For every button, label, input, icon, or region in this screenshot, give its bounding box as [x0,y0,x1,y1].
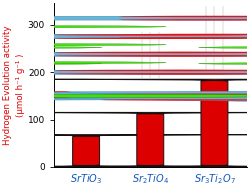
Circle shape [118,19,250,21]
Circle shape [100,99,250,101]
FancyBboxPatch shape [0,16,250,20]
Circle shape [0,17,3,19]
Circle shape [54,73,246,75]
FancyBboxPatch shape [25,95,250,102]
Circle shape [198,62,250,65]
Circle shape [100,94,250,95]
Circle shape [118,73,250,75]
FancyBboxPatch shape [0,70,250,74]
FancyBboxPatch shape [0,35,250,39]
FancyBboxPatch shape [25,89,250,97]
Circle shape [54,70,246,71]
FancyBboxPatch shape [0,135,250,167]
Circle shape [54,34,246,36]
Circle shape [0,71,3,73]
Circle shape [54,55,246,57]
Circle shape [118,52,250,53]
Circle shape [0,53,3,55]
Circle shape [54,52,246,53]
Circle shape [0,61,166,64]
FancyBboxPatch shape [0,52,250,56]
Circle shape [0,26,166,28]
FancyBboxPatch shape [0,79,250,167]
FancyBboxPatch shape [0,70,250,74]
Circle shape [0,91,72,92]
Circle shape [198,46,250,49]
Circle shape [0,94,250,98]
FancyBboxPatch shape [0,34,250,38]
FancyBboxPatch shape [0,89,147,97]
Circle shape [118,16,250,17]
Circle shape [0,36,3,37]
Circle shape [0,43,166,46]
Circle shape [118,55,250,57]
Y-axis label: Hydrogen Evolution activity
(μmol h⁻¹ g⁻¹ ): Hydrogen Evolution activity (μmol h⁻¹ g⁻… [4,25,25,145]
FancyBboxPatch shape [0,112,250,167]
Circle shape [54,38,246,39]
FancyBboxPatch shape [0,52,250,56]
Circle shape [0,97,72,98]
Circle shape [0,46,102,49]
Circle shape [118,37,250,39]
Circle shape [118,34,250,35]
Circle shape [118,70,250,71]
FancyBboxPatch shape [0,95,147,102]
Circle shape [0,62,102,65]
